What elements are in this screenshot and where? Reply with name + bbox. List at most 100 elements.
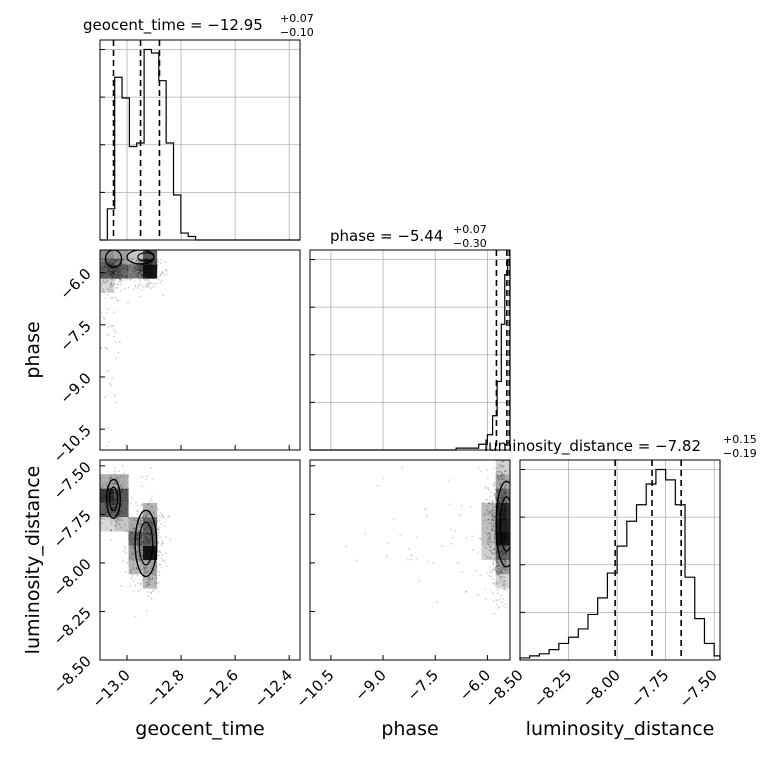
- sample-point: [501, 531, 504, 533]
- sample-point: [490, 521, 493, 524]
- sample-point: [504, 514, 507, 517]
- sample-point: [140, 272, 143, 275]
- sample-point: [148, 529, 151, 531]
- sample-point: [108, 258, 111, 261]
- sample-point: [157, 276, 160, 279]
- sample-point: [151, 590, 154, 593]
- sample-point: [148, 552, 151, 555]
- sample-point: [150, 277, 152, 280]
- sample-point: [142, 267, 145, 270]
- density-cell: [495, 460, 510, 475]
- sample-point: [142, 542, 145, 545]
- sample-point: [504, 511, 506, 513]
- sample-point: [132, 257, 135, 260]
- sample-point: [119, 274, 122, 277]
- sample-point: [502, 509, 505, 512]
- sample-point: [140, 543, 143, 546]
- sample-point: [136, 590, 139, 593]
- sample-point: [114, 331, 117, 334]
- sample-point: [109, 259, 111, 262]
- sample-point: [130, 278, 133, 281]
- sample-point: [497, 487, 500, 490]
- sample-point: [478, 537, 481, 539]
- sample-point: [144, 567, 146, 570]
- sample-point: [504, 517, 506, 520]
- sample-point: [499, 569, 502, 572]
- sample-point: [131, 516, 134, 519]
- sample-point: [112, 505, 115, 508]
- sample-point: [155, 271, 157, 274]
- sample-point: [118, 495, 120, 497]
- sample-point: [148, 263, 151, 266]
- sample-point: [108, 273, 111, 276]
- sample-point: [502, 517, 505, 520]
- sample-point: [150, 273, 153, 275]
- sample-point: [138, 269, 141, 271]
- sample-point: [103, 318, 106, 320]
- sample-point: [503, 531, 506, 534]
- sample-point: [139, 264, 141, 267]
- sample-point: [152, 530, 154, 533]
- sample-point: [102, 288, 104, 291]
- sample-point: [112, 492, 115, 495]
- sample-point: [116, 268, 119, 270]
- sample-point: [148, 532, 151, 535]
- sample-point: [147, 549, 149, 552]
- sample-point: [503, 539, 506, 542]
- sample-point: [494, 569, 497, 572]
- sample-point: [497, 589, 499, 592]
- sample-point: [498, 562, 501, 565]
- sample-point: [146, 553, 149, 555]
- sample-point: [112, 268, 115, 271]
- sample-point: [122, 266, 125, 268]
- title-geocent-time: geocent_time = −12.95: [83, 16, 263, 35]
- sample-point: [113, 259, 116, 262]
- sample-point: [147, 595, 150, 597]
- sample-point: [107, 503, 110, 506]
- sample-point: [140, 270, 142, 272]
- sample-point: [155, 582, 158, 585]
- sample-point: [133, 560, 136, 562]
- sample-point: [138, 266, 141, 268]
- sample-point: [111, 496, 114, 499]
- sample-point: [504, 522, 507, 524]
- sample-point: [126, 269, 129, 271]
- sample-point: [150, 549, 152, 551]
- sample-point: [502, 524, 505, 527]
- sample-point: [502, 515, 505, 518]
- x-tick-label: −12.8: [143, 666, 188, 711]
- sample-point: [110, 263, 112, 266]
- sample-point: [504, 536, 506, 539]
- sample-point: [111, 482, 114, 484]
- sample-point: [111, 507, 114, 509]
- sample-point: [488, 570, 491, 573]
- sample-point: [140, 260, 143, 263]
- sample-point: [114, 261, 117, 264]
- sample-point: [132, 527, 135, 530]
- sample-point: [142, 270, 145, 272]
- sample-point: [140, 536, 143, 539]
- sample-point: [500, 491, 503, 493]
- sample-point: [144, 540, 147, 543]
- sample-point: [116, 273, 119, 276]
- sample-point: [505, 560, 508, 563]
- sample-point: [133, 266, 136, 269]
- sample-point: [118, 277, 121, 279]
- sample-point: [121, 263, 124, 266]
- sample-point: [491, 592, 494, 594]
- sample-point: [118, 270, 121, 273]
- sample-point: [129, 263, 132, 266]
- sample-point: [503, 580, 505, 583]
- sample-point: [504, 503, 507, 506]
- sample-point: [151, 265, 154, 268]
- sample-point: [116, 299, 119, 302]
- sample-point: [140, 523, 142, 526]
- sample-point: [149, 578, 151, 581]
- sample-point: [502, 473, 505, 476]
- sample-point: [114, 267, 117, 270]
- sample-point: [105, 258, 108, 261]
- sample-point: [151, 269, 154, 272]
- panel-frame: [99, 249, 301, 451]
- sample-point: [497, 539, 500, 542]
- sample-point: [356, 559, 358, 562]
